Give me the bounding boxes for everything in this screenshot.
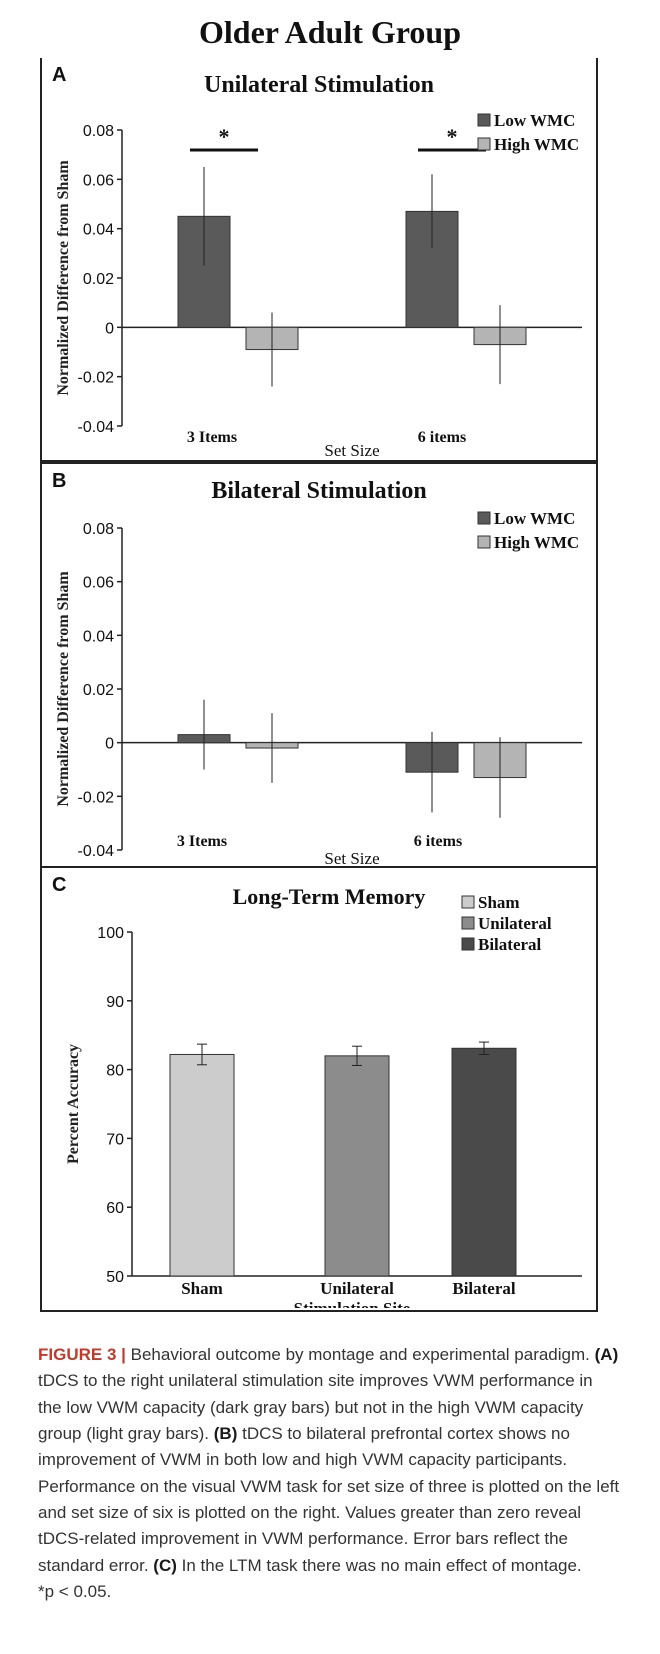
chart-title: Unilateral Stimulation bbox=[204, 72, 434, 98]
x-axis-label: Stimulation Site bbox=[294, 1299, 411, 1308]
x-category-label: 3 Items bbox=[187, 429, 237, 446]
y-tick-label: 0.04 bbox=[83, 628, 114, 645]
caption-footnote: *p < 0.05. bbox=[38, 1582, 111, 1601]
legend-label: Low WMC bbox=[494, 509, 575, 528]
y-tick-label: 60 bbox=[106, 1200, 124, 1217]
caption-a-tag: (A) bbox=[595, 1345, 619, 1364]
legend-label: High WMC bbox=[494, 533, 579, 552]
panel-a-unilateral-chart: A Unilateral Stimulation -0.04 -0.02 0 0.02 0… bbox=[40, 58, 598, 462]
caption-c-text: In the LTM task there was no main effect… bbox=[177, 1556, 582, 1575]
bar-sham bbox=[170, 1054, 234, 1276]
x-category-label: 3 Items bbox=[177, 833, 227, 850]
y-tick-label: 0.02 bbox=[83, 682, 114, 699]
y-tick-label: 90 bbox=[106, 994, 124, 1011]
x-category-label: Unilateral bbox=[320, 1279, 394, 1298]
chart-title: Long-Term Memory bbox=[233, 884, 426, 909]
caption-intro: Behavioral outcome by montage and experi… bbox=[126, 1345, 590, 1364]
caption-b-text: tDCS to bilateral prefrontal cortex show… bbox=[38, 1424, 619, 1575]
x-category-label: 6 items bbox=[418, 429, 466, 446]
legend-label: Sham bbox=[478, 893, 520, 912]
y-tick-label: 50 bbox=[106, 1269, 124, 1286]
legend-label: Unilateral bbox=[478, 914, 552, 933]
y-axis-label: Normalized Difference from Sham bbox=[55, 160, 72, 396]
legend-swatch bbox=[478, 512, 490, 524]
significance-star: * bbox=[219, 124, 230, 149]
panel-b-bilateral-chart: B Bilateral Stimulation -0.04 -0.02 0 0.02 0.… bbox=[40, 462, 598, 868]
chart-svg: Long-Term Memory 50 60 70 80 90 100 Percent Acc… bbox=[42, 868, 596, 1308]
y-tick-label: 0.06 bbox=[83, 172, 114, 189]
caption-label: FIGURE 3 | bbox=[38, 1345, 126, 1364]
caption-c-tag: (C) bbox=[153, 1556, 177, 1575]
legend-label: High WMC bbox=[494, 135, 579, 154]
y-tick-label: -0.04 bbox=[78, 419, 115, 436]
legend-swatch bbox=[478, 536, 490, 548]
legend-label: Bilateral bbox=[478, 935, 542, 954]
legend-swatch bbox=[478, 114, 490, 126]
panel-c-ltm-chart: C Long-Term Memory 50 60 70 80 90 100 Percent A… bbox=[40, 868, 598, 1312]
y-tick-label: 0.08 bbox=[83, 521, 114, 538]
y-axis-label: Percent Accuracy bbox=[65, 1044, 82, 1164]
bar-unilateral bbox=[325, 1056, 389, 1276]
legend-label: Low WMC bbox=[494, 111, 575, 130]
x-axis-label: Set Size bbox=[324, 441, 379, 460]
y-tick-label: 0.04 bbox=[83, 222, 114, 239]
chart-svg: Unilateral Stimulation -0.04 -0.02 0 0.02 0.0… bbox=[42, 58, 596, 460]
y-tick-label: 0.08 bbox=[83, 123, 114, 140]
y-tick-label: -0.02 bbox=[78, 370, 115, 387]
chart-svg: Bilateral Stimulation -0.04 -0.02 0 0.02 0.04… bbox=[42, 464, 596, 866]
y-tick-label: 0.02 bbox=[83, 271, 114, 288]
figure-caption: FIGURE 3 | Behavioral outcome by montage… bbox=[38, 1342, 620, 1605]
y-axis-label: Normalized Difference from Sham bbox=[55, 571, 72, 807]
significance-star: * bbox=[447, 124, 458, 149]
x-category-label: 6 items bbox=[414, 833, 462, 850]
y-tick-label: -0.04 bbox=[78, 843, 115, 860]
y-tick-label: 80 bbox=[106, 1063, 124, 1080]
figure-title: Older Adult Group bbox=[0, 14, 660, 51]
bar-bilateral bbox=[452, 1048, 516, 1276]
y-tick-label: 0 bbox=[105, 320, 114, 337]
x-axis-label: Set Size bbox=[324, 849, 379, 866]
chart-title: Bilateral Stimulation bbox=[211, 478, 426, 504]
y-tick-label: 0 bbox=[105, 736, 114, 753]
y-tick-label: 70 bbox=[106, 1131, 124, 1148]
y-tick-label: -0.02 bbox=[78, 789, 115, 806]
legend-swatch bbox=[462, 917, 474, 929]
caption-b-tag: (B) bbox=[214, 1424, 238, 1443]
y-tick-label: 100 bbox=[97, 925, 124, 942]
legend-swatch bbox=[478, 138, 490, 150]
x-category-label: Sham bbox=[181, 1279, 223, 1298]
legend-swatch bbox=[462, 938, 474, 950]
x-category-label: Bilateral bbox=[452, 1279, 516, 1298]
legend-swatch bbox=[462, 896, 474, 908]
y-tick-label: 0.06 bbox=[83, 575, 114, 592]
